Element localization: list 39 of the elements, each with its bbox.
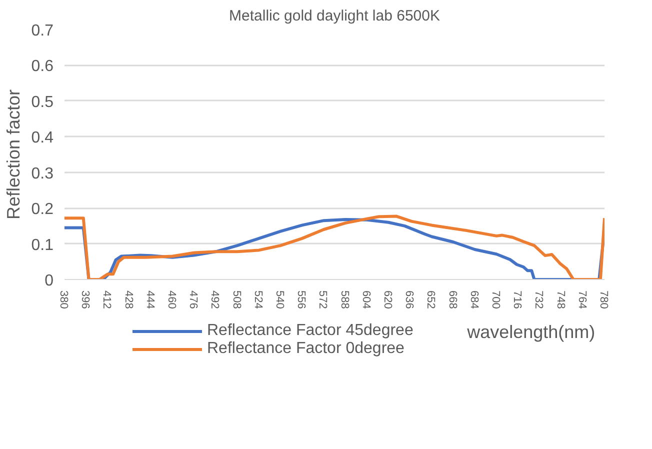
y-tick-label: 0.2: [31, 201, 54, 218]
x-tick-label: 636: [403, 290, 416, 309]
x-tick-label: 684: [468, 290, 480, 309]
x-tick-label: 748: [554, 290, 566, 309]
x-tick-label: 476: [187, 290, 200, 309]
x-tick-label: 508: [230, 290, 242, 309]
x-tick-label: 444: [144, 290, 156, 309]
x-tick-label: 620: [382, 290, 394, 309]
x-tick-label: 428: [122, 290, 134, 309]
x-tick-label: 492: [208, 290, 221, 309]
chart-title: Metallic gold daylight lab 6500K: [229, 8, 440, 24]
y-tick-label: 0: [44, 272, 54, 290]
x-tick-label: 524: [252, 290, 264, 309]
x-tick-label: 460: [166, 290, 178, 309]
x-tick-label: 540: [274, 290, 286, 309]
y-tick-label: 0.4: [31, 130, 54, 147]
x-tick-label: 780: [598, 290, 610, 309]
legend-label: Reflectance Factor 0degree: [207, 340, 404, 358]
x-tick-label: 380: [58, 290, 70, 309]
x-tick-label: 604: [360, 290, 372, 309]
x-tick-label: 412: [100, 290, 113, 309]
x-axis-title: wavelength(nm): [466, 322, 596, 342]
x-tick-label: 668: [446, 290, 458, 309]
y-tick-label: 0.6: [31, 58, 54, 76]
x-tick-label: 764: [576, 290, 588, 309]
y-tick-label: 0.3: [31, 165, 54, 182]
y-tick-label: 0.5: [31, 94, 54, 111]
x-tick-label: 652: [424, 290, 437, 309]
x-tick-label: 732: [532, 290, 545, 309]
x-tick-label: 556: [295, 290, 308, 309]
x-tick-label: 700: [490, 290, 502, 309]
x-tick-label: 716: [511, 290, 524, 309]
x-tick-label: 396: [79, 290, 92, 309]
x-tick-label: 572: [316, 290, 329, 309]
y-axis-title: Reflection factor: [3, 89, 24, 220]
x-tick-label: 588: [338, 290, 350, 309]
y-tick-label: 0.1: [31, 236, 54, 254]
y-tick-label: 0.7: [31, 22, 54, 40]
legend-label: Reflectance Factor 45degree: [207, 322, 414, 340]
